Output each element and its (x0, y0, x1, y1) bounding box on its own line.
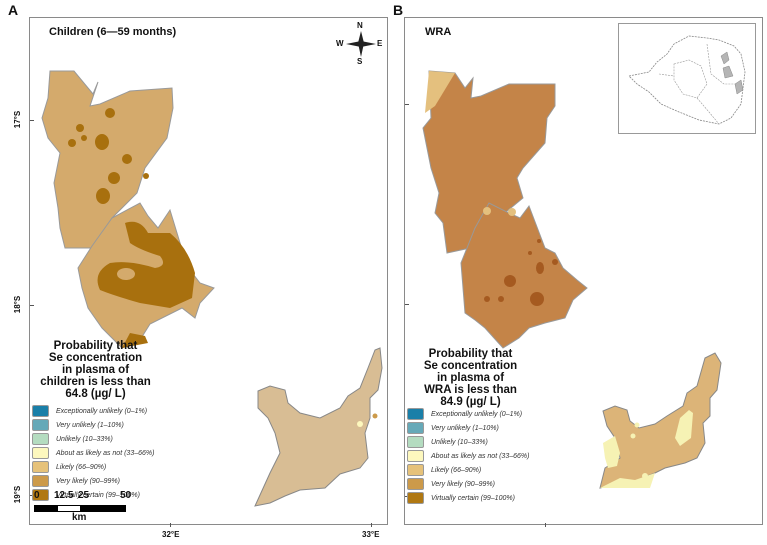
panel-b-map (405, 70, 722, 497)
compass-star-icon (346, 31, 376, 57)
legend-item: Very unlikely (1–10%) (407, 421, 529, 435)
compass-s: S (357, 57, 363, 66)
district-north-a (41, 70, 174, 249)
panel-b-title: WRA (425, 26, 452, 38)
legend-item: Very likely (90–99%) (32, 474, 154, 488)
x-tick-33e: 33°E (362, 530, 380, 539)
compass-n: N (357, 21, 363, 30)
y-tick-17s: 17°S (13, 110, 23, 129)
legend-item: Exceptionally unlikely (0–1%) (32, 404, 154, 418)
compass-w: W (336, 39, 344, 48)
legend-item: Likely (66–90%) (32, 460, 154, 474)
panel-a-legend-title: Probability that Se concentration in pla… (40, 340, 151, 400)
district-north-b (422, 70, 556, 254)
compass-rose: N W E S (336, 21, 386, 69)
panel-a-map (30, 70, 383, 507)
panel-b-legend-title: Probability that Se concentration in pla… (423, 348, 518, 408)
scale-unit: km (72, 512, 87, 523)
x-tick-32e: 32°E (162, 530, 180, 539)
panel-a-letter: A (8, 2, 19, 18)
district-central-b (460, 202, 588, 349)
legend-item: Very unlikely (1–10%) (32, 418, 154, 432)
panel-a-legend: Exceptionally unlikely (0–1%) Very unlik… (32, 404, 154, 502)
legend-item: Virtually certain (99–100%) (32, 488, 154, 502)
legend-item: Unlikely (10–33%) (32, 432, 154, 446)
legend-item: Likely (66–90%) (407, 463, 529, 477)
legend-item: About as likely as not (33–66%) (407, 449, 529, 463)
legend-item: Unlikely (10–33%) (407, 435, 529, 449)
virtually-certain-zone-a (97, 221, 195, 308)
legend-item: Very likely (90–99%) (407, 477, 529, 491)
panel-b-letter: B (393, 2, 404, 18)
y-tick-18s: 18°S (13, 295, 23, 314)
panel-b-legend: Exceptionally unlikely (0–1%) Very unlik… (407, 407, 529, 505)
panel-a-map-frame: Children (6—59 months) N W E S Probabili… (29, 17, 388, 525)
scale-bar: 0 12.5 25 50 km (34, 490, 132, 523)
inset-locator-map (618, 23, 756, 134)
compass-e: E (377, 39, 383, 48)
panel-b-map-frame: WRA Probability that Se concentration in… (404, 17, 763, 525)
legend-item: About as likely as not (33–66%) (32, 446, 154, 460)
panel-a-title: Children (6—59 months) (49, 26, 177, 38)
legend-item: Exceptionally unlikely (0–1%) (407, 407, 529, 421)
district-south-a (254, 347, 383, 507)
legend-item: Virtually certain (99–100%) (407, 491, 529, 505)
y-tick-19s: 19°S (13, 485, 23, 504)
zimbabwe-outline (628, 35, 746, 125)
district-south-b (599, 352, 722, 489)
